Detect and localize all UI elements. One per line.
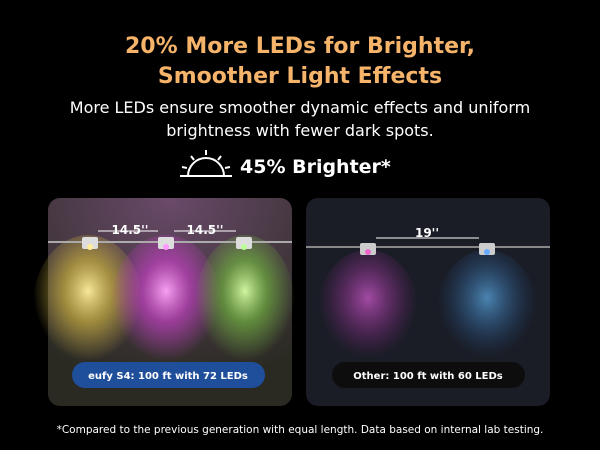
caption: Other: 100 ft with 60 LEDs [353, 371, 503, 382]
caption: eufy S4: 100 ft with 72 LEDs [88, 371, 248, 382]
spacing-label: 19'' [415, 226, 439, 240]
title-line: Smoother Light Effects [157, 64, 443, 89]
footnote: *Compared to the previous generation wit… [56, 424, 544, 436]
caption-pill [332, 362, 525, 388]
title-line: 20% More LEDs for Brighter, [125, 34, 475, 59]
title: 20% More LEDs for Brighter, Smoother Lig… [0, 32, 600, 92]
subtitle: More LEDs ensure smoother dynamic effect… [69, 98, 531, 140]
highlight: 45% Brighter* [240, 156, 391, 178]
sun-icon [180, 150, 232, 177]
left-lights [33, 230, 295, 375]
spacing-label: 14.5'' [187, 223, 224, 237]
right-lights [306, 237, 550, 370]
caption-pill [72, 362, 265, 388]
spacing-label: 14.5'' [112, 223, 149, 237]
